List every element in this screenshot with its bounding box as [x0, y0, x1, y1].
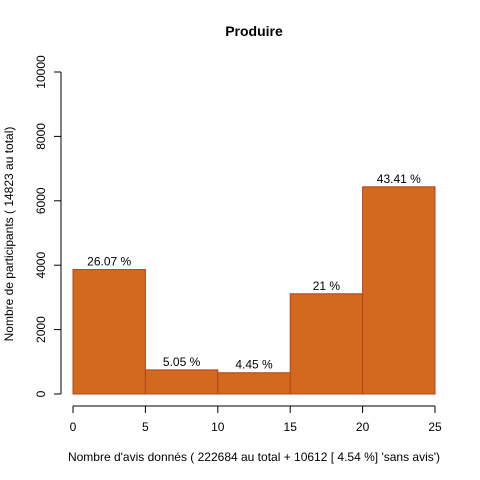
histogram-bar-1 — [144, 369, 219, 395]
y-tick-label-2: 4000 — [34, 252, 48, 279]
x-tick-label-1: 5 — [142, 420, 149, 434]
x-tick-label-4: 20 — [356, 420, 370, 434]
data-labels-group: 26.07 % 5.05 % 4.45 % 21 % 43.41 % — [87, 172, 421, 372]
x-tick-label-0: 0 — [70, 420, 77, 434]
x-axis: 0 5 10 15 20 25 — [70, 405, 442, 434]
y-tick-label-3: 6000 — [34, 187, 48, 214]
y-axis-label: Nombre de participants ( 14823 au total) — [2, 127, 16, 342]
y-tick-label-4: 8000 — [34, 123, 48, 150]
x-tick-label-2: 10 — [211, 420, 225, 434]
histogram-bar-4 — [362, 186, 436, 395]
bar-percent-label-1: 5.05 % — [163, 355, 201, 369]
histogram-bar-2 — [217, 372, 291, 395]
bars-group — [72, 186, 436, 395]
chart-title: Produire — [225, 23, 283, 39]
y-tick-label-5: 10000 — [34, 55, 48, 89]
bar-percent-label-4: 43.41 % — [377, 172, 421, 186]
x-tick-label-3: 15 — [284, 420, 298, 434]
y-axis: 0 2000 4000 6000 8000 10000 — [34, 55, 62, 397]
bar-percent-label-3: 21 % — [313, 279, 341, 293]
histogram-bar-0 — [72, 269, 146, 395]
y-tick-label-0: 0 — [34, 390, 48, 397]
y-tick-label-1: 2000 — [34, 316, 48, 343]
bar-percent-label-2: 4.45 % — [235, 358, 273, 372]
bar-percent-label-0: 26.07 % — [87, 255, 131, 269]
x-tick-label-5: 25 — [428, 420, 442, 434]
histogram-bar-3 — [289, 293, 364, 395]
x-axis-label: Nombre d'avis donnés ( 222684 au total +… — [68, 450, 440, 464]
